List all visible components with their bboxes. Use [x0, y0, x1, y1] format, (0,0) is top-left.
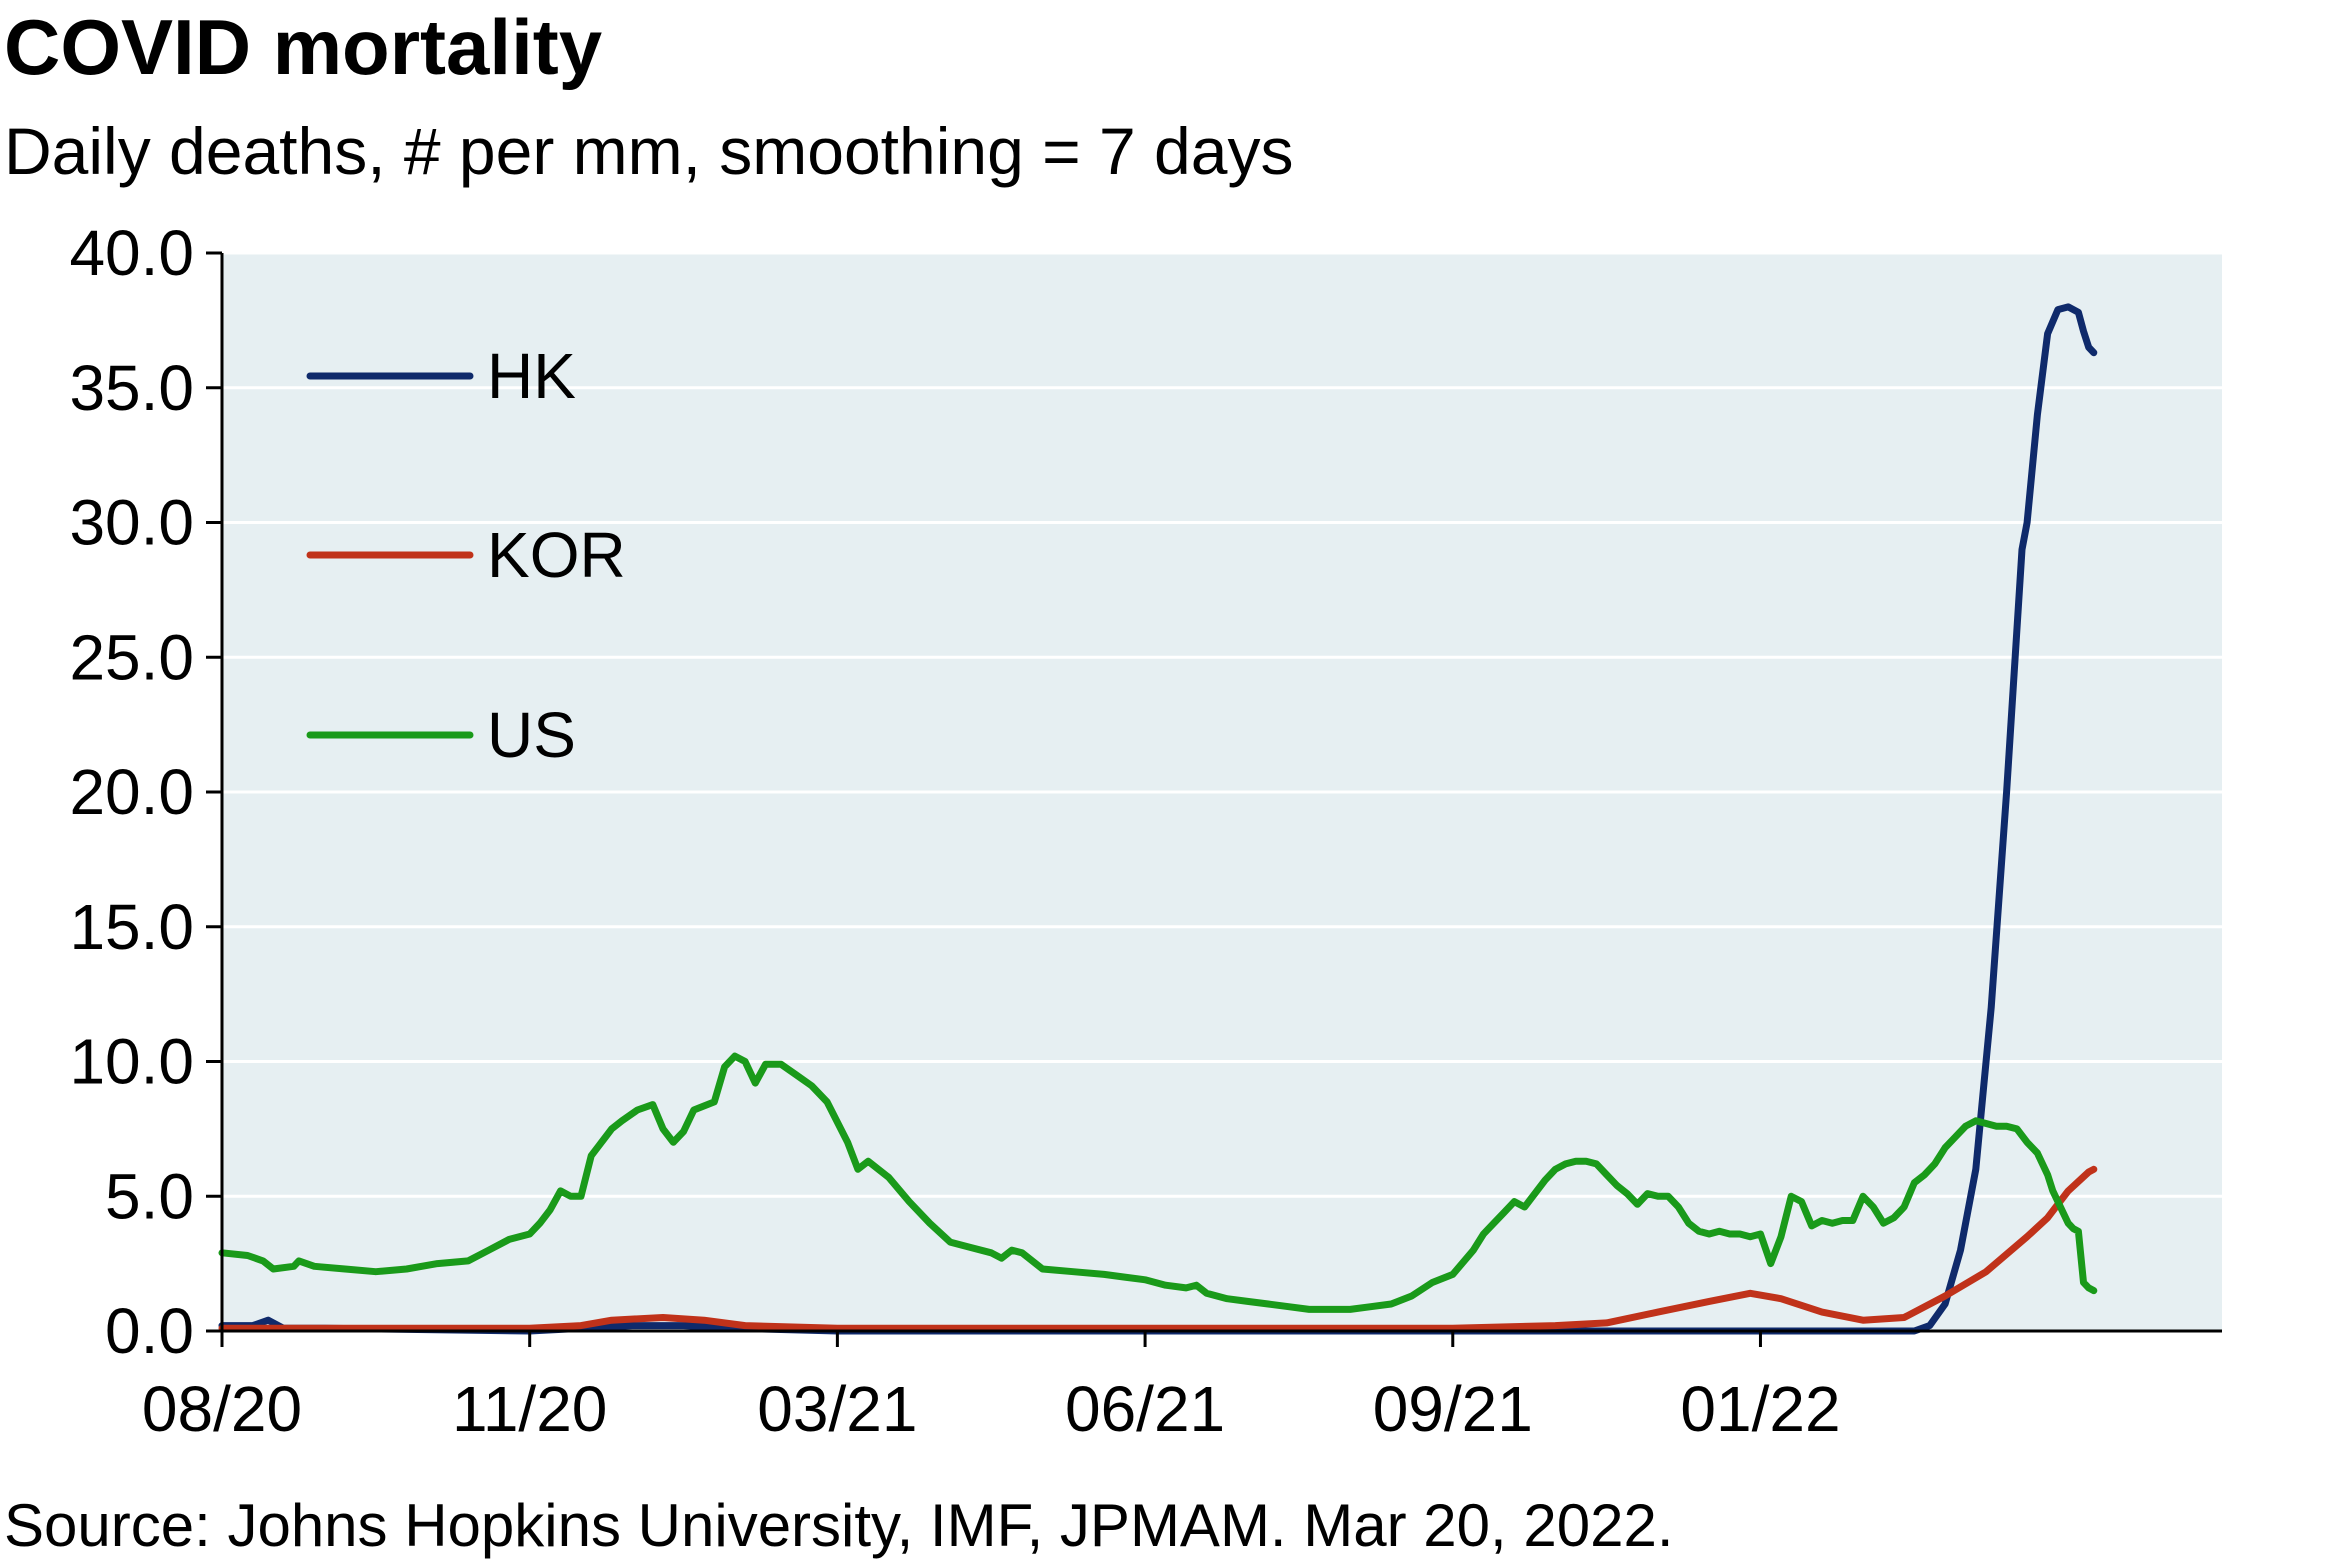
- gridlines: [222, 251, 2222, 1198]
- y-tick-label: 30.0: [69, 487, 194, 559]
- chart-subtitle: Daily deaths, # per mm, smoothing = 7 da…: [4, 114, 1294, 188]
- legend-label-us: US: [487, 699, 576, 771]
- series-line-us: [218, 1052, 2098, 1313]
- y-tick-label: 0.0: [105, 1295, 194, 1367]
- y-tick-label: 25.0: [69, 621, 194, 693]
- x-tick-label: 01/22: [1680, 1373, 1840, 1445]
- x-tick-labels: 08/20 11/20 03/21 06/21 09/21 01/22: [142, 1331, 1841, 1445]
- series-line-kor: [218, 1165, 2098, 1332]
- x-tick-label: 06/21: [1065, 1373, 1225, 1445]
- chart-title: COVID mortality: [4, 3, 603, 91]
- x-tick-label: 09/21: [1373, 1373, 1533, 1445]
- y-tick-label: 35.0: [69, 352, 194, 424]
- source-note: Source: Johns Hopkins University, IMF, J…: [4, 1492, 1674, 1559]
- y-tick-label: 10.0: [69, 1026, 194, 1098]
- chart-svg: 0.0 5.0 10.0 15.0 20.0 25.0 30.0 35.0 40.0 08/20…: [69, 217, 2222, 1445]
- legend-label-kor: KOR: [487, 519, 626, 591]
- y-tick-label: 40.0: [69, 217, 194, 289]
- y-tick-label: 15.0: [69, 891, 194, 963]
- x-tick-label: 03/21: [757, 1373, 917, 1445]
- y-tick-label: 5.0: [105, 1160, 194, 1232]
- legend: HK KOR US: [306, 340, 626, 771]
- x-tick-label: 08/20: [142, 1373, 302, 1445]
- y-tick-label: 20.0: [69, 756, 194, 828]
- x-tick-label: 11/20: [452, 1373, 607, 1445]
- y-tick-labels: 0.0 5.0 10.0 15.0 20.0 25.0 30.0 35.0 40.0: [69, 217, 222, 1367]
- legend-label-hk: HK: [487, 340, 576, 412]
